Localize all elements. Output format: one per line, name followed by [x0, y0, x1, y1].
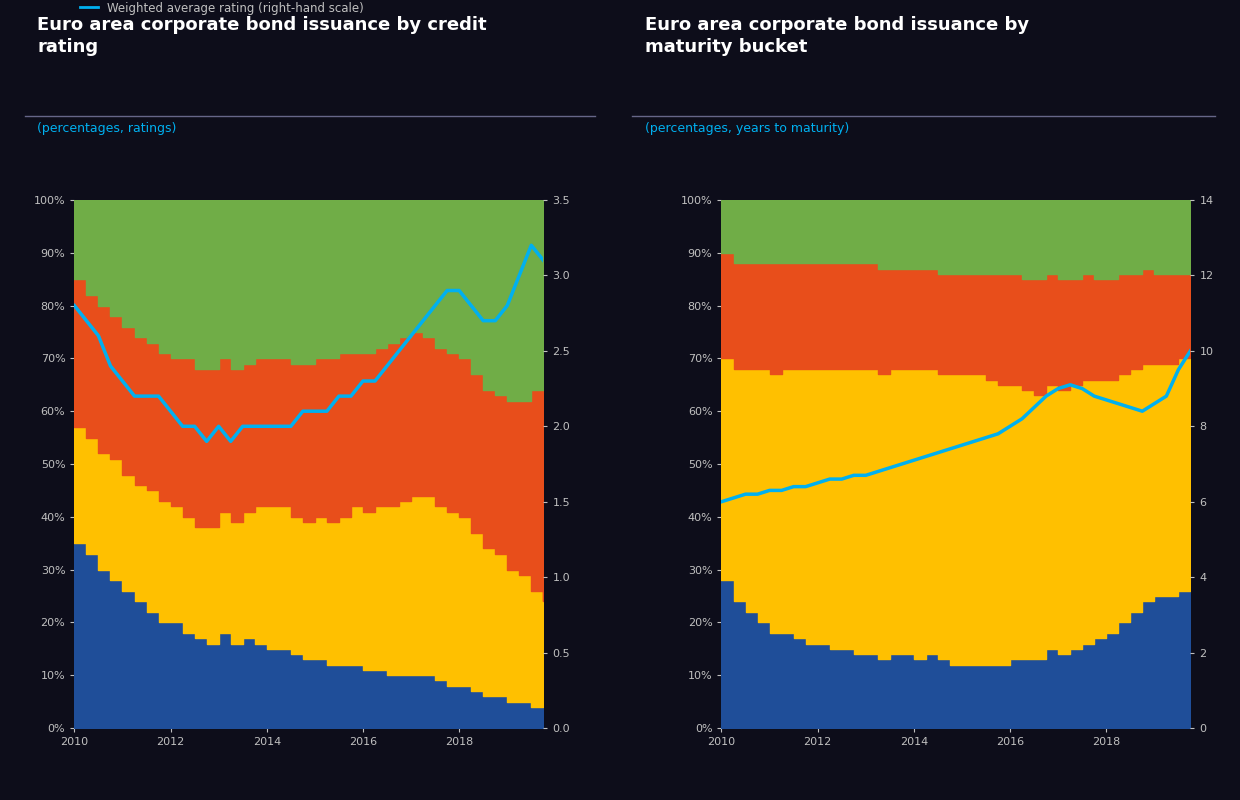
Text: Euro area corporate bond issuance by credit
rating: Euro area corporate bond issuance by cre…	[37, 16, 487, 56]
Text: Euro area corporate bond issuance by
maturity bucket: Euro area corporate bond issuance by mat…	[645, 16, 1029, 56]
Legend: AAA/AA, A, BBB, Unrated, Weighted average rating (right-hand scale): AAA/AA, A, BBB, Unrated, Weighted averag…	[81, 0, 365, 15]
Text: (percentages, ratings): (percentages, ratings)	[37, 122, 176, 134]
Text: (percentages, years to maturity): (percentages, years to maturity)	[645, 122, 849, 134]
